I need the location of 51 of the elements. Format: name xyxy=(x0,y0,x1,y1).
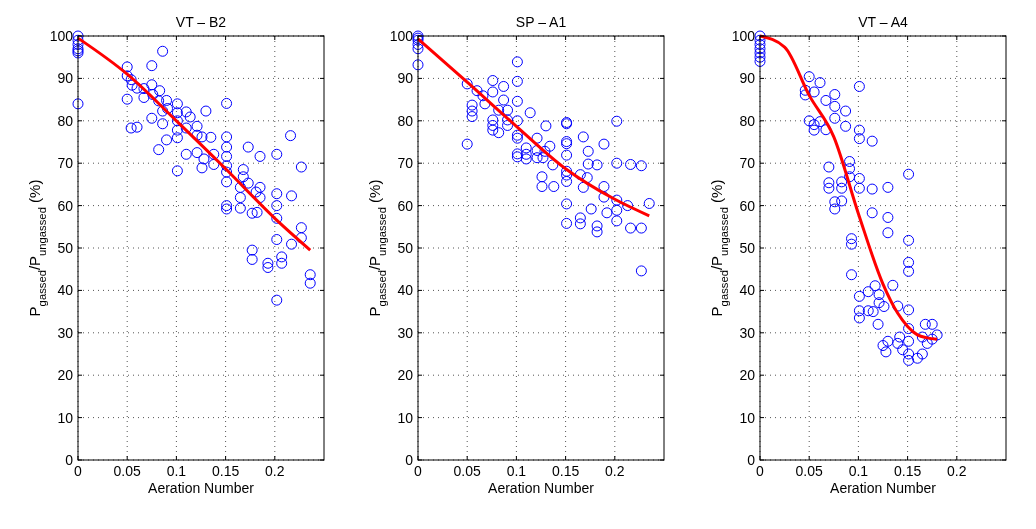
y-tick-label: 20 xyxy=(397,367,414,384)
x-tick-label: 0.2 xyxy=(947,463,967,479)
y-tick-label: 100 xyxy=(49,28,74,44)
y-tick-label: 70 xyxy=(57,155,74,172)
x-tick-label: 0.15 xyxy=(551,463,580,479)
x-axis-title: Aeration Number xyxy=(148,480,255,496)
y-tick-label: 60 xyxy=(57,197,74,214)
y-tick-label: 0 xyxy=(405,452,414,468)
y-tick-label: 50 xyxy=(57,240,74,256)
y-tick-label: 80 xyxy=(739,112,756,129)
y-tick-label: 100 xyxy=(389,28,414,44)
chart-title: VT – B2 xyxy=(175,14,227,30)
x-tick-label: 0.1 xyxy=(166,463,187,479)
y-tick-label: 10 xyxy=(57,409,74,426)
y-tick-label: 100 xyxy=(731,28,756,44)
x-tick-label: 0.1 xyxy=(506,463,527,479)
x-tick-label: 0.15 xyxy=(893,463,922,479)
y-tick-label: 40 xyxy=(739,282,756,299)
x-tick-label: 0.05 xyxy=(795,463,824,479)
y-tick-label: 30 xyxy=(739,324,756,341)
y-tick-label: 60 xyxy=(739,197,756,214)
x-tick-label: 0.05 xyxy=(113,463,142,479)
y-tick-label: 10 xyxy=(397,409,414,426)
x-tick-label: 0.05 xyxy=(453,463,482,479)
x-axis-title: Aeration Number xyxy=(488,480,595,496)
y-tick-label: 70 xyxy=(397,155,414,172)
y-tick-label: 40 xyxy=(397,282,414,299)
y-tick-label: 0 xyxy=(65,452,74,468)
y-tick-label: 40 xyxy=(57,282,74,299)
x-axis-title: Aeration Number xyxy=(830,480,937,496)
x-tick-label: 0.2 xyxy=(265,463,285,479)
y-tick-label: 50 xyxy=(397,240,414,256)
y-tick-label: 80 xyxy=(57,112,74,129)
y-tick-label: 90 xyxy=(397,70,414,87)
y-tick-label: 30 xyxy=(57,324,74,341)
y-tick-label: 90 xyxy=(739,70,756,87)
chart-title: SP – A1 xyxy=(515,14,567,30)
chart-title: VT – A4 xyxy=(858,14,908,30)
y-tick-label: 80 xyxy=(397,112,414,129)
y-tick-label: 50 xyxy=(739,240,756,256)
y-tick-label: 10 xyxy=(739,409,756,426)
x-tick-label: 0.2 xyxy=(605,463,625,479)
x-tick-label: 0.15 xyxy=(211,463,240,479)
y-tick-label: 70 xyxy=(739,155,756,172)
y-tick-label: 60 xyxy=(397,197,414,214)
x-tick-label: 0.1 xyxy=(848,463,869,479)
y-tick-label: 20 xyxy=(739,367,756,384)
y-tick-label: 20 xyxy=(57,367,74,384)
y-tick-label: 90 xyxy=(57,70,74,87)
y-tick-label: 0 xyxy=(747,452,756,468)
y-tick-label: 30 xyxy=(397,324,414,341)
